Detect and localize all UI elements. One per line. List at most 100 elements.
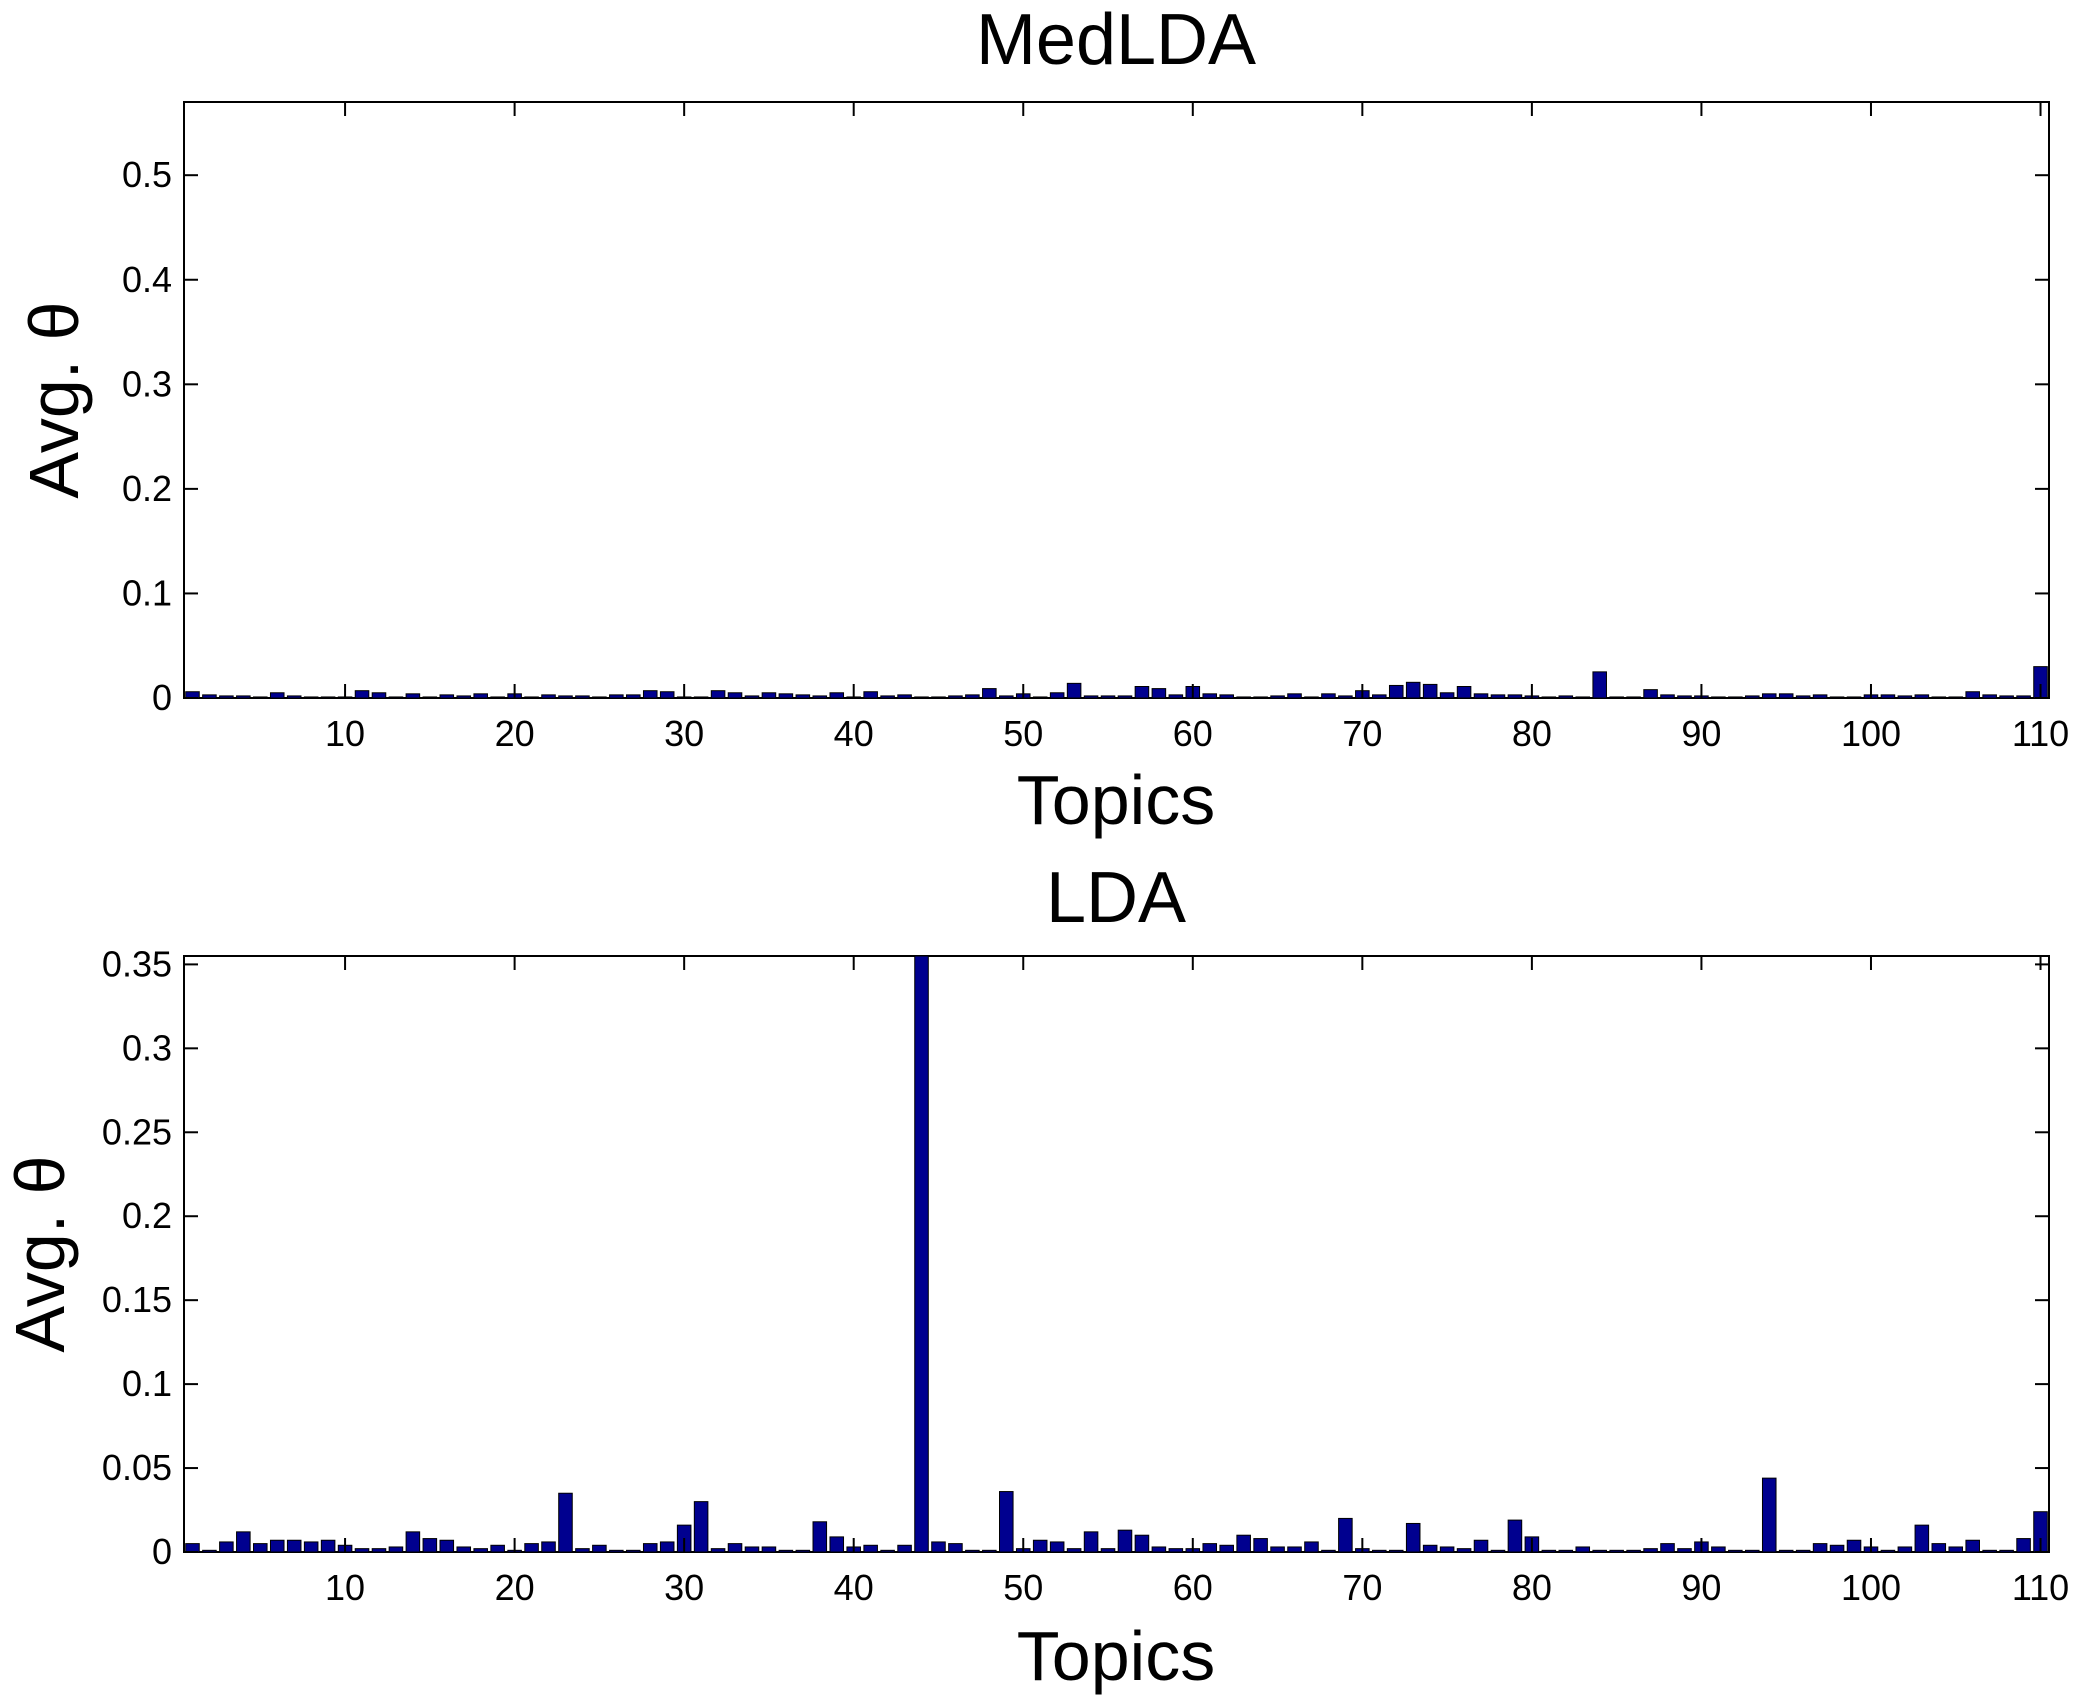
bar-topic-46 (948, 1543, 963, 1553)
bar-topic-11 (354, 690, 370, 699)
chart-title: LDA (1046, 858, 1186, 938)
bar-topic-87 (1643, 1548, 1658, 1553)
bar-topic-59 (1168, 1548, 1184, 1553)
bar-topic-67 (1304, 696, 1319, 699)
x-tick-label: 30 (664, 713, 704, 754)
bar-topic-32 (710, 1548, 726, 1553)
bar-topic-65 (1270, 1546, 1285, 1553)
bar-topic-69 (1338, 1517, 1353, 1553)
bar-topic-21 (524, 696, 539, 699)
bar-topic-55 (1100, 1548, 1116, 1553)
bar-topic-8 (303, 1541, 319, 1553)
bar-topic-104 (1931, 696, 1947, 699)
bar-topic-44 (914, 955, 929, 1553)
bar-topic-74 (1422, 1544, 1438, 1553)
bar-topic-89 (1677, 1548, 1692, 1553)
bar-topic-64 (1253, 1538, 1268, 1553)
bar-topic-82 (1558, 695, 1574, 699)
bar-topic-106 (1965, 1539, 1980, 1553)
x-tick-label: 20 (495, 1567, 535, 1608)
x-tick-label: 110 (2012, 713, 2069, 754)
bar-topic-22 (541, 1541, 556, 1553)
x-tick-label: 10 (325, 713, 365, 754)
bar-topic-33 (727, 1543, 743, 1553)
bar-topic-62 (1219, 694, 1234, 699)
bar-topic-7 (286, 695, 302, 699)
bar-topic-79 (1507, 1519, 1523, 1553)
x-tick-label: 90 (1681, 713, 1721, 754)
bar-topic-6 (269, 1539, 285, 1553)
bar-topic-32 (710, 690, 726, 699)
bar-topic-49 (999, 1491, 1014, 1553)
x-tick-label: 100 (1841, 1567, 1901, 1608)
y-axis-label: Avg. θ (15, 301, 93, 498)
bar-topic-104 (1931, 1543, 1947, 1553)
bar-topic-13 (388, 696, 404, 699)
bar-topic-18 (473, 693, 488, 699)
bar-topic-107 (1982, 694, 1997, 699)
bar-topic-77 (1473, 693, 1489, 699)
bar-topic-84 (1592, 671, 1607, 699)
bar-topic-97 (1812, 1543, 1828, 1553)
x-tick-label: 90 (1681, 1567, 1721, 1608)
bar-topic-54 (1083, 1531, 1099, 1553)
y-axis-ticks: 0 0.1 0.2 0.3 0.4 0.5 (122, 154, 2049, 718)
bar-topic-25 (592, 696, 607, 699)
y-tick-label: 0.1 (122, 572, 172, 613)
bar-topic-3 (219, 695, 234, 699)
bar-topic-94 (1761, 693, 1777, 699)
bar-topic-51 (1032, 1539, 1048, 1553)
bar-topic-103 (1914, 694, 1930, 699)
bar-topic-54 (1083, 695, 1099, 699)
bar-topic-44 (914, 696, 929, 699)
bar-topic-66 (1287, 1546, 1302, 1553)
bar-topic-57 (1134, 1534, 1150, 1553)
bar-topic-105 (1948, 696, 1964, 699)
x-tick-label: 60 (1173, 713, 1213, 754)
bar-topic-36 (778, 693, 794, 699)
bar-topic-109 (2016, 695, 2031, 699)
bar-topic-52 (1049, 1541, 1065, 1553)
bar-topic-88 (1660, 694, 1675, 699)
x-tick-label: 70 (1342, 1567, 1382, 1608)
bar-topic-34 (744, 1546, 760, 1553)
x-tick-label: 80 (1512, 713, 1552, 754)
bar-topic-73 (1405, 1522, 1421, 1553)
chart-lda: LDA 10 20 30 40 50 60 70 80 90 100 110 0 0.05 0.1 0.1… (1, 858, 2069, 1695)
bar-topic-102 (1897, 1546, 1913, 1553)
bar-topic-39 (829, 1536, 845, 1553)
bar-topic-43 (897, 1544, 912, 1553)
y-axis-ticks: 0 0.05 0.1 0.15 0.2 0.25 0.3 0.35 (102, 943, 2049, 1572)
bar-topic-16 (439, 1539, 455, 1553)
bar-topic-21 (524, 1543, 539, 1553)
bar-topic-16 (439, 694, 455, 699)
bar-topic-42 (880, 695, 895, 699)
x-tick-label: 110 (2012, 1567, 2069, 1608)
bar-topic-14 (405, 1531, 421, 1553)
bar-topic-22 (541, 694, 556, 699)
bar-topic-76 (1456, 1548, 1472, 1553)
bar-topic-29 (659, 691, 675, 699)
bar-topic-65 (1270, 695, 1285, 699)
bar-topic-74 (1422, 683, 1438, 699)
bar-topic-2 (202, 694, 217, 699)
bar-topic-45 (931, 696, 946, 699)
bar-topic-33 (727, 692, 743, 699)
bar-topic-55 (1100, 695, 1116, 699)
bar-topic-46 (948, 695, 963, 699)
y-tick-label: 0.2 (122, 1195, 172, 1236)
bar-topic-17 (456, 1546, 472, 1553)
bar-topic-81 (1541, 1549, 1557, 1553)
x-tick-label: 80 (1512, 1567, 1552, 1608)
bar-topic-53 (1066, 1548, 1082, 1553)
bar-topic-25 (592, 1544, 607, 1553)
bar-topic-61 (1202, 1543, 1218, 1553)
y-tick-label: 0 (152, 677, 172, 718)
x-tick-label: 70 (1342, 713, 1382, 754)
bar-topic-23 (558, 1492, 573, 1553)
bar-topic-101 (1880, 1549, 1896, 1553)
bar-topic-98 (1829, 1544, 1845, 1553)
y-tick-label: 0.15 (102, 1279, 172, 1320)
bar-topic-51 (1032, 696, 1048, 699)
bar-topic-56 (1117, 1529, 1133, 1553)
